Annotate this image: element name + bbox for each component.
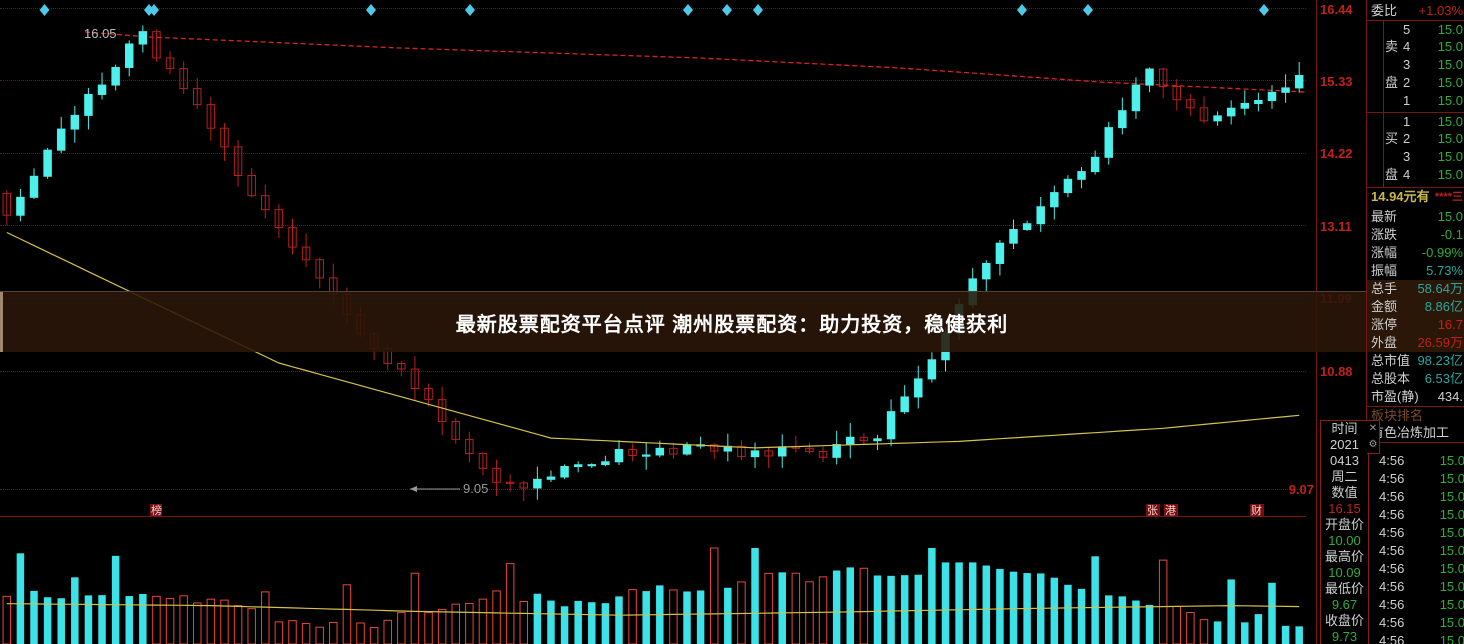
svg-text:9.05: 9.05 <box>463 481 488 496</box>
svg-text:港: 港 <box>1165 504 1176 517</box>
svg-text:榜: 榜 <box>151 503 162 517</box>
svg-text:张: 张 <box>1147 504 1158 517</box>
svg-text:16.05: 16.05 <box>84 26 117 41</box>
svg-text:财: 财 <box>1251 503 1262 517</box>
